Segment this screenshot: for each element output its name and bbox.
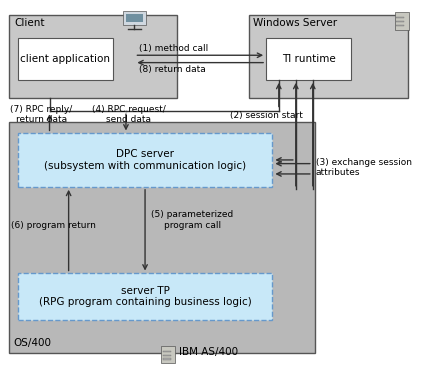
Bar	[162, 351, 171, 352]
Text: (5) parameterized
program call: (5) parameterized program call	[151, 210, 233, 230]
Bar	[395, 17, 403, 18]
Text: OS/400: OS/400	[13, 338, 51, 348]
Bar	[9, 122, 314, 353]
Bar	[161, 346, 175, 363]
Bar	[126, 14, 143, 22]
Text: TI runtime: TI runtime	[281, 54, 335, 64]
Text: (2) session start: (2) session start	[230, 111, 302, 120]
Text: (6) program return: (6) program return	[11, 221, 96, 230]
Bar	[18, 134, 272, 187]
Text: (1) method call: (1) method call	[138, 44, 207, 53]
Text: client application: client application	[20, 54, 110, 64]
Bar	[123, 11, 145, 25]
Text: (4) RPC request/
send data: (4) RPC request/ send data	[92, 105, 165, 124]
Bar	[394, 12, 408, 30]
Text: (7) RPC reply/
return data: (7) RPC reply/ return data	[10, 105, 72, 124]
Bar	[18, 38, 113, 80]
Text: (3) exchange session
attributes: (3) exchange session attributes	[315, 158, 411, 177]
Bar	[162, 354, 171, 356]
Bar	[249, 16, 408, 98]
Text: (8) return data: (8) return data	[138, 65, 205, 74]
Bar	[395, 25, 403, 26]
Bar	[18, 273, 272, 320]
Bar	[162, 359, 171, 360]
Text: Client: Client	[14, 18, 45, 28]
Text: Windows Server: Windows Server	[253, 18, 337, 28]
Text: IBM AS/400: IBM AS/400	[179, 347, 237, 357]
Bar	[9, 16, 177, 98]
Text: server TP
(RPG program containing business logic): server TP (RPG program containing busine…	[39, 286, 251, 307]
Bar	[266, 38, 350, 80]
Text: DPC server
(subsystem with communication logic): DPC server (subsystem with communication…	[44, 149, 246, 171]
Bar	[395, 21, 403, 22]
